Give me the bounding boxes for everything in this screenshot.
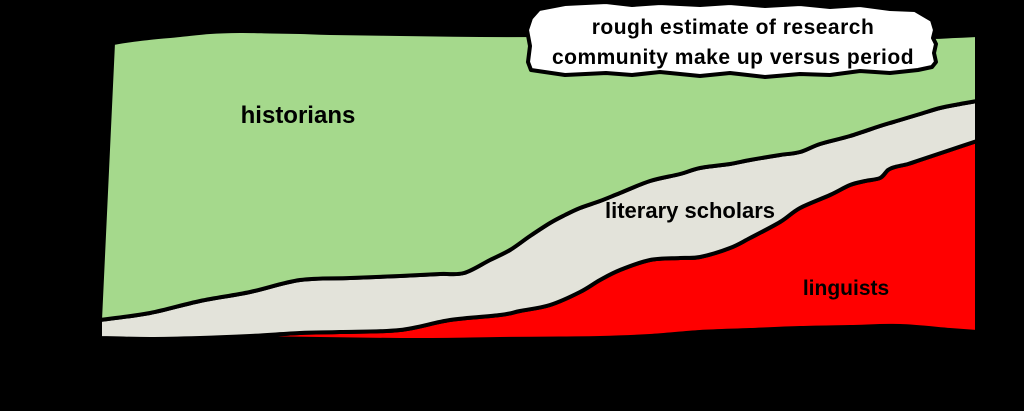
svg-text:rough estimate of research: rough estimate of research bbox=[592, 16, 875, 39]
svg-text:linguists: linguists bbox=[803, 277, 889, 300]
svg-text:historians: historians bbox=[241, 102, 356, 129]
svg-text:literary scholars: literary scholars bbox=[605, 198, 775, 223]
svg-text:community make up versus perio: community make up versus period bbox=[552, 46, 914, 69]
